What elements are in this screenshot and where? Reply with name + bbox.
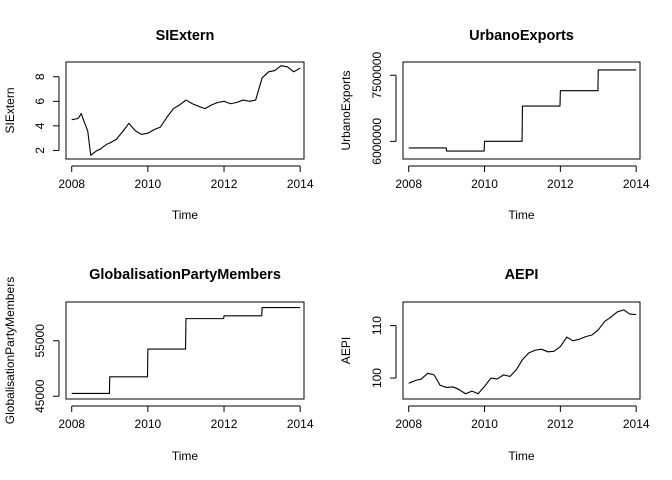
x-axis-label: Time [172, 208, 199, 222]
y-axis-label: AEPI [339, 337, 353, 364]
x-tick-label: 2014 [287, 417, 314, 431]
plot-frame [65, 61, 305, 160]
x-tick-label: 2008 [395, 417, 422, 431]
panel-3: GlobalisationPartyMembers 2008 2010 2012 201… [3, 267, 314, 463]
x-tick-label: 2010 [471, 177, 498, 191]
y-tick-label: 55000 [33, 324, 47, 358]
y-tick-label: 7500000 [370, 52, 384, 99]
x-tick-label: 2012 [547, 177, 574, 191]
x-tick-label: 2008 [395, 177, 422, 191]
x-axis-label: Time [508, 208, 535, 222]
y-tick-label: 8 [33, 73, 47, 80]
series-line [71, 65, 301, 156]
x-axis-label: Time [172, 449, 199, 463]
x-tick-label: 2008 [58, 177, 85, 191]
series-line [408, 309, 637, 395]
y-axis-label: UrbanoExports [339, 70, 353, 150]
chart-title: UrbanoExports [469, 28, 574, 44]
x-tick-label: 2012 [211, 177, 238, 191]
y-axis-label: SIExtern [3, 87, 17, 133]
panel-1: SIExtern 2008 2010 2012 2014 2 4 6 8 Time SIExtern [3, 28, 314, 222]
panel-2: UrbanoExports 2008 2010 2012 2014 6000000 7500… [339, 28, 650, 222]
series-line [71, 306, 301, 395]
chart-title: SIExtern [156, 28, 215, 44]
series-line [408, 69, 637, 152]
y-tick-label: 2 [33, 147, 47, 154]
plot-frame [65, 301, 305, 400]
chart-title: GlobalisationPartyMembers [89, 267, 281, 283]
plot-frame [402, 301, 641, 400]
y-tick-label: 6000000 [370, 118, 384, 165]
x-tick-label: 2014 [623, 177, 650, 191]
y-tick-label: 100 [370, 368, 384, 388]
x-tick-label: 2012 [547, 417, 574, 431]
x-tick-label: 2008 [58, 417, 85, 431]
panel-4: AEPI 2008 2010 2012 2014 100 110 Time AEPI [339, 267, 650, 463]
y-tick-label: 45000 [33, 379, 47, 413]
x-axis-label: Time [508, 449, 535, 463]
y-tick-label: 4 [33, 122, 47, 129]
x-tick-label: 2010 [471, 417, 498, 431]
x-tick-label: 2014 [623, 417, 650, 431]
x-tick-label: 2012 [211, 417, 238, 431]
x-tick-label: 2010 [135, 177, 162, 191]
y-tick-label: 6 [33, 98, 47, 105]
x-tick-label: 2014 [287, 177, 314, 191]
plot-frame [402, 61, 641, 160]
y-tick-label: 110 [370, 316, 384, 335]
x-tick-label: 2010 [135, 417, 162, 431]
y-axis-label: GlobalisationPartyMembers [3, 277, 17, 424]
chart-title: AEPI [505, 267, 539, 283]
